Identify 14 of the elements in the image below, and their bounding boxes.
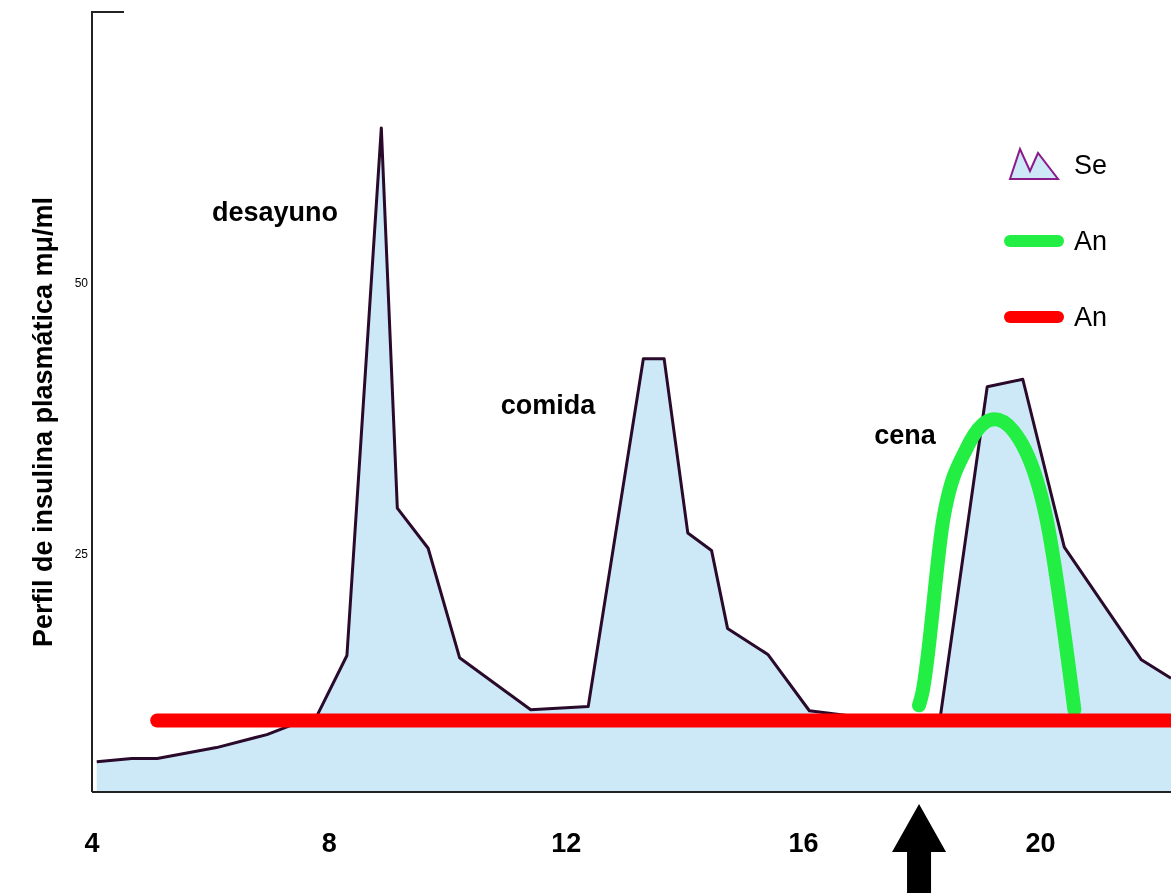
x-tick-label: 20	[1025, 828, 1056, 858]
x-tick-label: 4	[84, 828, 100, 858]
legend-label: An	[1074, 226, 1108, 256]
y-axis-title: Perfil de insulina plasmática mμ/ml	[28, 196, 58, 648]
legend-label: Se	[1074, 150, 1108, 180]
legend-label: An	[1074, 302, 1108, 332]
annotation: comida	[500, 390, 597, 420]
x-tick-label: 8	[321, 828, 337, 858]
annotation: desayuno	[211, 197, 339, 227]
annotation: cena	[874, 420, 937, 450]
y-tick-label: 50	[74, 275, 89, 290]
x-tick-label: 16	[788, 828, 819, 858]
y-tick-label: 25	[74, 546, 89, 561]
x-tick-label: 12	[551, 828, 582, 858]
